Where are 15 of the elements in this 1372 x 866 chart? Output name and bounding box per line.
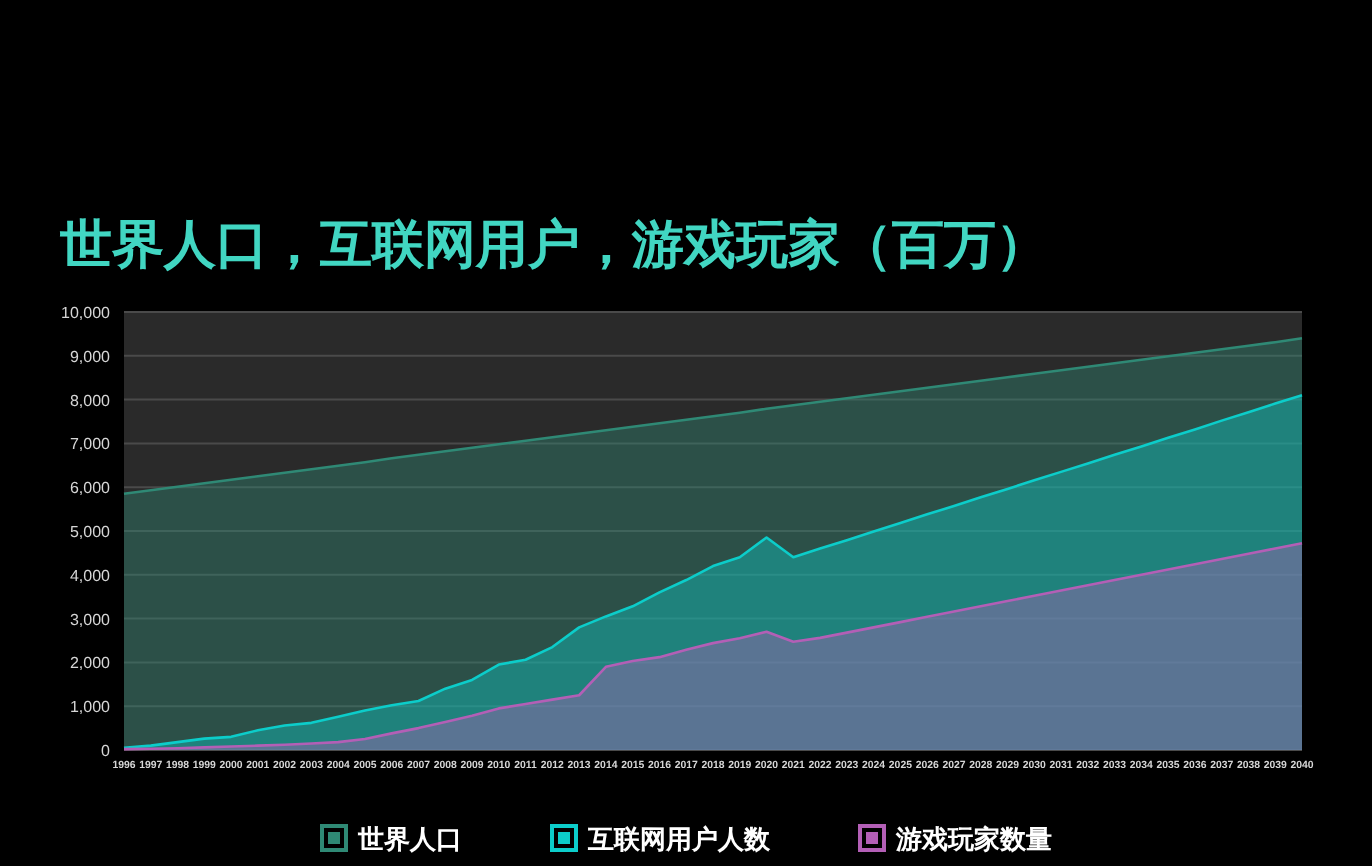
y-tick-label: 7,000 [69, 435, 112, 454]
y-tick-label: 2,000 [69, 654, 112, 673]
y-tick-label: 10,000 [61, 304, 112, 322]
legend-label: 世界人口 [356, 824, 462, 854]
y-tick-label: 9,000 [69, 347, 112, 366]
y-tick-label: 4,000 [69, 566, 112, 585]
y-tick-label: 6,000 [69, 479, 112, 498]
legend-label: 游戏玩家数量 [894, 824, 1052, 854]
y-tick-label: 8,000 [69, 391, 112, 410]
y-tick-label: 0 [101, 742, 112, 760]
y-tick-label: 3,000 [69, 610, 112, 629]
y-tick-label: 5,000 [69, 523, 112, 541]
y-tick-label: 1,000 [69, 698, 112, 717]
chart-title: 世界人口，互联网用户，游戏玩家（百万） [58, 214, 1048, 274]
legend-label: 互联网用户人数 [586, 824, 772, 854]
